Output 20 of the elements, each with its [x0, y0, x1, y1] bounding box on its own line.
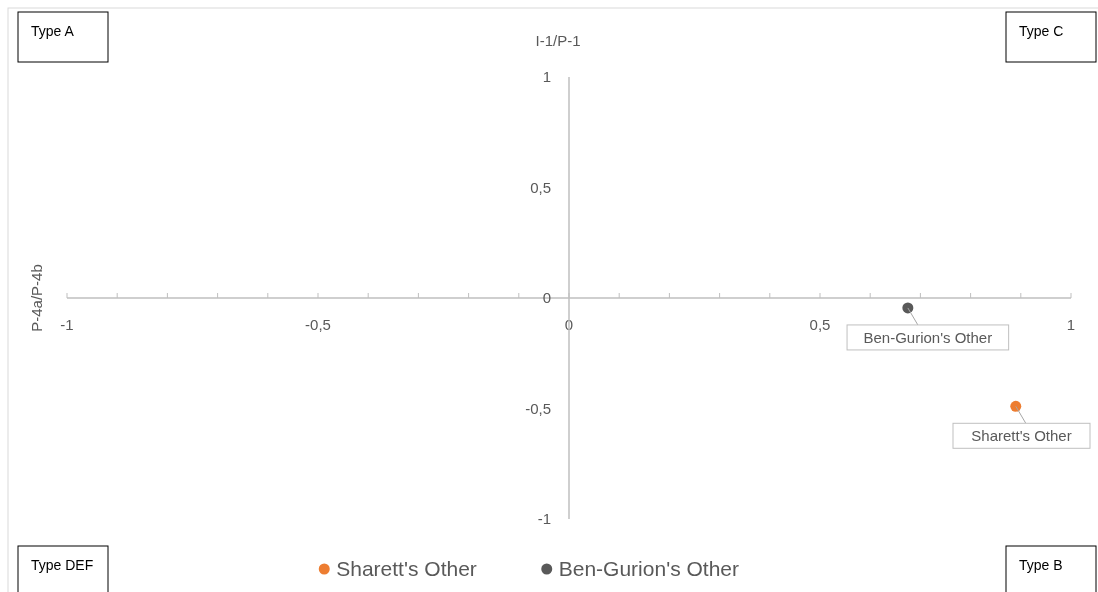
chart-title: I-1/P-1: [535, 32, 581, 49]
x-tick-label: -1: [60, 316, 74, 333]
y-tick-label: 0: [542, 289, 551, 306]
annotation: Sharett's Other: [971, 427, 1072, 445]
text: Type B: [1019, 557, 1063, 573]
y-axis-title: P-4a/P-4b: [28, 264, 45, 332]
x-tick-label: 0: [564, 316, 574, 333]
annotation: Ben-Gurion's Other: [863, 328, 993, 346]
y-tick-label: 0,5: [530, 178, 551, 196]
legend-label: Ben-Gurion's Other: [558, 557, 740, 580]
x-tick-label: 0,5: [809, 316, 831, 333]
text: Type C: [1019, 23, 1064, 39]
text: Type DEF: [31, 557, 94, 573]
legend-label: Sharett's Other: [336, 557, 477, 580]
y-tick-label: 1: [542, 68, 551, 85]
text: Type A: [31, 23, 75, 39]
y-tick-label: -1: [537, 510, 551, 527]
x-tick-label: 1: [1066, 316, 1076, 333]
x-tick-label: -0,5: [305, 316, 331, 333]
y-tick-label: -0,5: [525, 399, 551, 417]
